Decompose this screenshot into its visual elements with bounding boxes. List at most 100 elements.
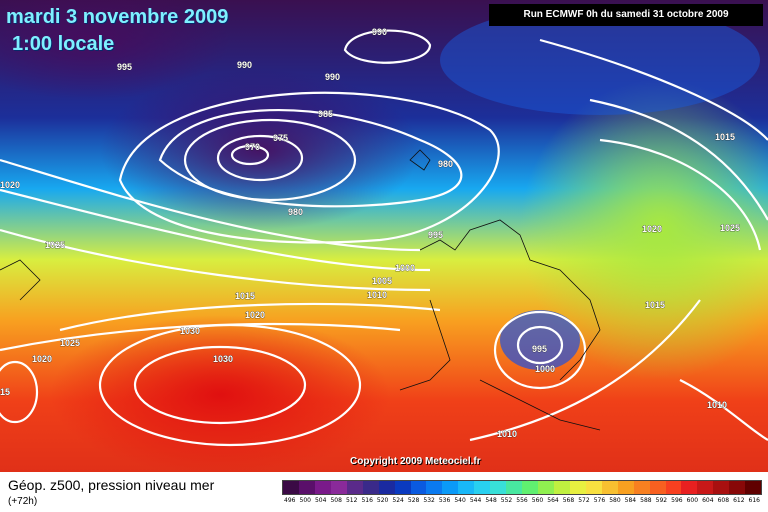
color-swatch bbox=[442, 481, 459, 494]
isobar-label: 1030 bbox=[180, 326, 200, 336]
color-swatch bbox=[745, 481, 762, 494]
forecast-offset: (+72h) bbox=[8, 496, 38, 507]
scale-tick-label: 588 bbox=[640, 497, 652, 504]
scale-tick-label: 552 bbox=[500, 497, 513, 504]
color-swatch bbox=[713, 481, 730, 494]
isobar-label: 1005 bbox=[372, 276, 392, 286]
isobar-label: 1010 bbox=[707, 400, 727, 410]
isobar-label: 1015 bbox=[235, 291, 255, 301]
scale-tick-label: 524 bbox=[392, 497, 404, 504]
color-swatch bbox=[362, 481, 379, 494]
scale-tick-label: 512 bbox=[345, 497, 358, 504]
color-swatch bbox=[458, 481, 475, 494]
color-swatch bbox=[617, 481, 634, 494]
scale-tick-label: 540 bbox=[454, 497, 466, 504]
scale-tick-label: 516 bbox=[361, 497, 373, 504]
isobar-label: 15 bbox=[0, 387, 10, 397]
scale-tick-label: 584 bbox=[624, 497, 637, 504]
forecast-date: mardi 3 novembre 2009 bbox=[6, 6, 229, 28]
color-swatch bbox=[394, 481, 411, 494]
color-swatch bbox=[729, 481, 746, 494]
model-run-info: Run ECMWF 0h du samedi 31 octobre 2009 bbox=[489, 4, 763, 26]
color-swatch bbox=[283, 481, 299, 494]
isobar-label: 1010 bbox=[367, 290, 387, 300]
isobar-label: 970 bbox=[245, 142, 260, 152]
isobar-label: 1000 bbox=[395, 263, 415, 273]
isobar-label: 1025 bbox=[60, 338, 80, 348]
scale-ticks: 496 500 504 508 512 516 520 524 528 532 536 540 544 5… bbox=[282, 497, 762, 504]
scale-tick-label: 580 bbox=[609, 497, 621, 504]
isobar-label: 1020 bbox=[642, 224, 662, 234]
color-swatch bbox=[474, 481, 491, 494]
scale-tick-label: 556 bbox=[516, 497, 528, 504]
isobar-label: 995 bbox=[117, 62, 132, 72]
scale-tick-label: 528 bbox=[407, 497, 420, 504]
color-scale: 496 500 504 508 512 516 520 524 528 532 536 540 544 5… bbox=[282, 480, 762, 508]
color-swatch bbox=[346, 481, 363, 494]
isobar-label: 980 bbox=[438, 159, 453, 169]
scale-tick-label: 612 bbox=[733, 497, 745, 504]
isobar-label: 1020 bbox=[0, 180, 20, 190]
color-swatch bbox=[569, 481, 586, 494]
isobar-label: 980 bbox=[288, 207, 303, 217]
scale-tick-label: 532 bbox=[423, 497, 435, 504]
isobar-label: 990 bbox=[237, 60, 252, 70]
scale-tick-label: 600 bbox=[686, 497, 699, 504]
isobar-label: 1010 bbox=[497, 429, 517, 439]
color-swatch bbox=[298, 481, 315, 494]
isobar-label: 995 bbox=[428, 230, 443, 240]
scale-tick-label: 568 bbox=[562, 497, 575, 504]
color-swatch bbox=[314, 481, 331, 494]
color-swatch bbox=[490, 481, 507, 494]
isobar-label: 975 bbox=[273, 133, 288, 143]
isobar-label: 985 bbox=[318, 109, 333, 119]
scale-tick-label: 576 bbox=[593, 497, 606, 504]
scale-tick-label: 536 bbox=[438, 497, 451, 504]
contour-labels: 990 995 990 990 985 975 970 980 980 995 … bbox=[0, 27, 740, 440]
color-swatch bbox=[426, 481, 443, 494]
legend-bar: Géop. z500, pression niveau mer (+72h) 4… bbox=[0, 472, 768, 512]
isobar-label: 990 bbox=[325, 72, 340, 82]
legend-title: Géop. z500, pression niveau mer bbox=[8, 477, 215, 493]
scale-tick-label: 564 bbox=[547, 497, 559, 504]
isobar-label: 995 bbox=[532, 344, 547, 354]
isobar-label: 1030 bbox=[213, 354, 233, 364]
color-swatch bbox=[378, 481, 395, 494]
color-swatch bbox=[585, 481, 602, 494]
isobar-label: 1015 bbox=[715, 132, 735, 142]
copyright-notice: Copyright 2009 Meteociel.fr bbox=[350, 456, 481, 467]
scale-tick-label: 592 bbox=[655, 497, 668, 504]
scale-tick-label: 504 bbox=[314, 497, 327, 504]
color-swatch bbox=[681, 481, 698, 494]
scale-tick-label: 548 bbox=[485, 497, 497, 504]
scale-tick-label: 544 bbox=[469, 497, 482, 504]
color-swatch bbox=[522, 481, 538, 494]
scale-tick-label: 496 bbox=[284, 497, 296, 504]
isobar-label: 1025 bbox=[45, 240, 65, 250]
local-time: 1:00 locale bbox=[12, 33, 115, 55]
isobar-label: 1015 bbox=[645, 300, 665, 310]
pressure-map: 990 995 990 990 985 975 970 980 980 995 … bbox=[0, 0, 768, 472]
color-swatch bbox=[697, 481, 714, 494]
scale-tick-label: 596 bbox=[671, 497, 683, 504]
scale-tick-label: 500 bbox=[299, 497, 311, 504]
color-swatch bbox=[553, 481, 570, 494]
color-swatch bbox=[649, 481, 666, 494]
color-swatch bbox=[538, 481, 554, 494]
scale-tick-label: 520 bbox=[376, 497, 389, 504]
scale-tick-label: 616 bbox=[748, 497, 760, 504]
color-swatches bbox=[282, 480, 762, 495]
isobar-label: 990 bbox=[372, 27, 387, 37]
isobar-label: 1020 bbox=[245, 310, 265, 320]
color-swatch bbox=[410, 481, 427, 494]
color-swatch bbox=[633, 481, 650, 494]
isobar-label: 1020 bbox=[32, 354, 52, 364]
isobar-label: 1000 bbox=[535, 364, 555, 374]
scale-tick-label: 604 bbox=[702, 497, 714, 504]
scale-tick-label: 608 bbox=[717, 497, 730, 504]
color-swatch bbox=[601, 481, 618, 494]
color-swatch bbox=[506, 481, 523, 494]
color-swatch bbox=[665, 481, 682, 494]
scale-tick-label: 572 bbox=[578, 497, 590, 504]
